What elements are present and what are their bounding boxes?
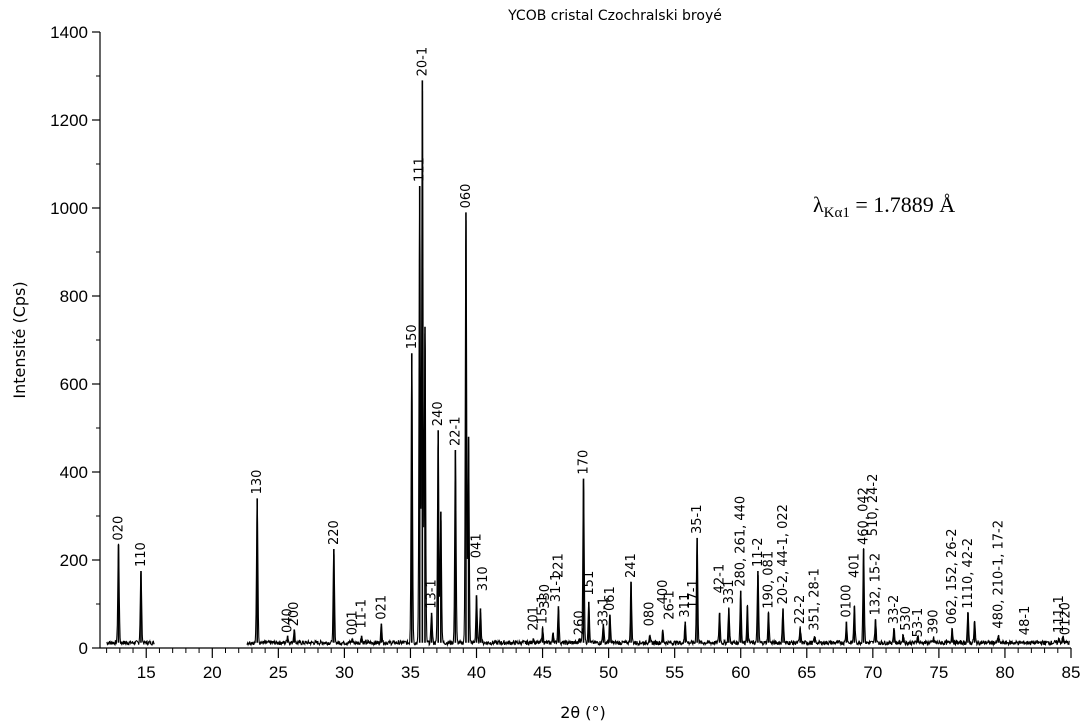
peak-label: 17-1 [686,579,701,609]
x-tick-label: 70 [863,663,882,682]
y-tick-label: 400 [60,463,88,482]
x-tick-label: 20 [203,663,222,682]
peak-label: 35-1 [690,504,705,534]
peak-label: 001 [345,610,360,635]
peak-label: 200 [287,602,302,627]
y-tick-label: 1400 [50,23,88,42]
peak-label: 110 [134,542,149,567]
x-tick-label: 75 [929,663,948,682]
peak-label: 190, 081 [762,551,777,609]
y-tick-label: 0 [79,639,88,658]
peak-label: 260 [573,610,588,635]
peak-label: 15-1 [536,595,551,625]
peak-label: 48-1 [1018,606,1033,636]
peak-label: 132, 15-2 [869,553,884,616]
peak-label: 460, 042 [857,487,872,545]
wavelength-annotation: λKα1 = 1.7889 Å [813,192,955,221]
x-tick-label: 25 [269,663,288,682]
diffraction-line [106,90,1070,648]
peak-label: 310 [476,566,491,591]
peak-label: 201 [526,606,541,631]
peak-label: 130 [250,470,265,495]
y-tick-label: 1000 [50,199,88,218]
peak-label: 330 [538,584,553,609]
peak-label: 20-2, 44-1, 022 [776,504,791,604]
peak-label: 11-2 [751,537,766,567]
peak-label: 280, 261, 440 [734,496,749,587]
peak-label: 510, 24-2 [866,474,881,537]
peak-label: 241 [624,553,639,578]
peak-label: 040 [281,608,296,633]
peak-label: 42-1 [713,564,728,594]
x-tick-label: 85 [1062,663,1081,682]
x-tick-label: 35 [401,663,420,682]
x-tick-label: 15 [137,663,156,682]
peak-label: 170 [577,450,592,475]
peak-label: 480, 210-1, 17-2 [991,520,1006,629]
y-tick-label: 1200 [50,111,88,130]
y-tick-label: 200 [60,551,88,570]
peak-label: 401 [847,553,862,578]
peak-label: 240 [431,401,446,426]
peak-label: 111-1 [1052,595,1067,633]
peak-label: 220 [327,520,342,545]
peak-label: 530 [899,606,914,631]
peak-label: 151 [582,571,597,596]
peak-label: 13-1 [425,579,440,609]
peak-label: 0100 [839,585,854,618]
peak-label: 021 [374,595,389,620]
x-tick-label: 30 [335,663,354,682]
peak-label: 31-1 [549,573,564,603]
chart-title: YCOB cristal Czochralski broyé [507,8,722,24]
peak-label: 062, 152, 26-2 [945,529,960,625]
x-tick-label: 40 [467,663,486,682]
peak-label: 331 [722,580,737,605]
peak-label: 20-1 [415,47,430,77]
x-tick-label: 65 [797,663,816,682]
peak-label: 221 [551,553,566,578]
x-tick-label: 55 [665,663,684,682]
peak-label: 351, 28-1 [808,568,823,631]
peak-label: 22-2 [793,595,808,625]
peak-label: 111 [413,157,428,182]
y-tick-label: 800 [60,287,88,306]
peak-label: 26-1 [662,590,677,620]
x-tick-label: 80 [995,663,1014,682]
diffraction-series [106,80,1070,648]
peak-label: 33-2 [887,595,902,625]
peak-label: 1110, 42-2 [961,538,976,609]
chart-axes [99,32,1071,649]
peak-label: 020 [112,516,127,541]
peak-label: 150 [405,324,420,349]
y-tick-label: 600 [60,375,88,394]
peak-label: 390 [927,609,942,634]
peak-label: 400 [656,580,671,605]
peak-label: 080 [643,602,658,627]
x-tick-label: 45 [533,663,552,682]
x-tick-label: 50 [599,663,618,682]
y-axis-label: Intensité (Cps) [10,281,29,398]
peak-label: 060 [459,184,474,209]
peak-label: 11-1 [355,599,370,629]
peak-label: 53-1 [911,608,926,638]
peak-label: 0120 [1059,602,1074,635]
peak-label: 22-1 [448,416,463,446]
x-axis-label: 2θ (°) [560,703,606,722]
peak-label: 041 [470,533,485,558]
x-tick-label: 60 [731,663,750,682]
peak-label: 33-1 [596,597,611,627]
peak-label: 061 [603,586,618,611]
peak-label: 311 [678,593,693,618]
